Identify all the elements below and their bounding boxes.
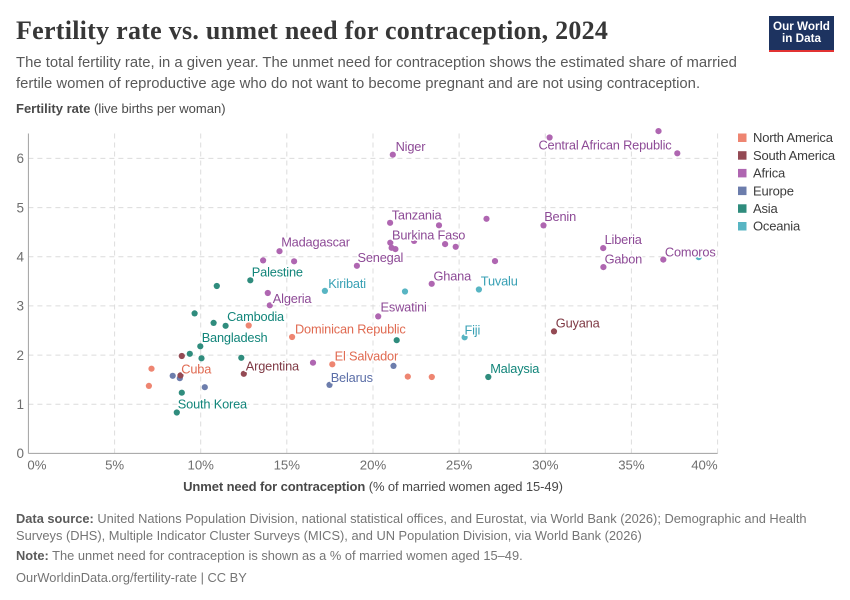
svg-text:Niger: Niger <box>396 139 427 154</box>
svg-text:Africa: Africa <box>753 166 786 181</box>
svg-text:Fiji: Fiji <box>465 323 481 338</box>
svg-text:Algeria: Algeria <box>273 291 313 306</box>
svg-text:1: 1 <box>16 397 24 412</box>
svg-text:Tanzania: Tanzania <box>392 208 443 223</box>
svg-text:15%: 15% <box>274 457 301 472</box>
svg-text:Cuba: Cuba <box>181 361 212 376</box>
svg-text:3: 3 <box>16 299 24 314</box>
svg-text:4: 4 <box>16 250 24 265</box>
svg-text:Belarus: Belarus <box>331 370 373 385</box>
svg-text:North America: North America <box>753 130 834 145</box>
svg-text:30%: 30% <box>532 457 559 472</box>
svg-text:South Korea: South Korea <box>178 397 248 412</box>
svg-text:Benin: Benin <box>544 209 576 224</box>
svg-text:0: 0 <box>16 446 24 461</box>
svg-text:2: 2 <box>16 348 24 363</box>
svg-text:Madagascar: Madagascar <box>281 235 351 250</box>
svg-text:Eswatini: Eswatini <box>381 300 427 315</box>
svg-text:20%: 20% <box>360 457 387 472</box>
svg-text:Dominican Republic: Dominican Republic <box>295 322 406 337</box>
svg-text:Asia: Asia <box>753 201 778 216</box>
svg-text:Argentina: Argentina <box>246 358 300 373</box>
svg-text:Kiribati: Kiribati <box>328 276 366 291</box>
svg-text:Malaysia: Malaysia <box>490 361 540 376</box>
svg-text:Palestine: Palestine <box>252 264 303 279</box>
svg-text:Cambodia: Cambodia <box>227 309 285 324</box>
svg-text:South America: South America <box>753 148 836 163</box>
svg-text:5%: 5% <box>105 457 124 472</box>
svg-text:Comoros: Comoros <box>665 245 716 260</box>
svg-text:6: 6 <box>16 151 24 166</box>
svg-text:Ghana: Ghana <box>434 269 473 284</box>
svg-text:El Salvador: El Salvador <box>335 348 399 363</box>
svg-text:35%: 35% <box>618 457 645 472</box>
svg-text:Burkina Faso: Burkina Faso <box>392 227 465 242</box>
svg-text:10%: 10% <box>187 457 214 472</box>
svg-text:Senegal: Senegal <box>358 250 404 265</box>
svg-text:Central African Republic: Central African Republic <box>539 137 673 152</box>
svg-text:5: 5 <box>16 200 24 215</box>
svg-text:Liberia: Liberia <box>605 232 643 247</box>
svg-text:Europe: Europe <box>753 183 794 198</box>
svg-text:Unmet need for contraception (: Unmet need for contraception (% of marri… <box>183 479 563 494</box>
svg-text:Guyana: Guyana <box>556 316 601 331</box>
svg-text:40%: 40% <box>691 457 718 472</box>
svg-text:Bangladesh: Bangladesh <box>202 330 268 345</box>
svg-text:0%: 0% <box>27 457 46 472</box>
svg-text:Tuvalu: Tuvalu <box>481 274 518 289</box>
svg-text:Gabon: Gabon <box>605 251 643 266</box>
svg-text:25%: 25% <box>446 457 473 472</box>
svg-text:Oceania: Oceania <box>753 219 801 234</box>
